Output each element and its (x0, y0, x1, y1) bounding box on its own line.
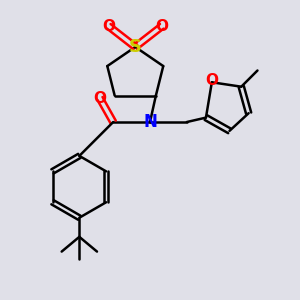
Text: S: S (129, 38, 142, 56)
Text: O: O (205, 73, 218, 88)
Text: O: O (155, 19, 168, 34)
Text: N: N (143, 113, 157, 131)
Text: O: O (102, 19, 115, 34)
Text: O: O (93, 91, 106, 106)
